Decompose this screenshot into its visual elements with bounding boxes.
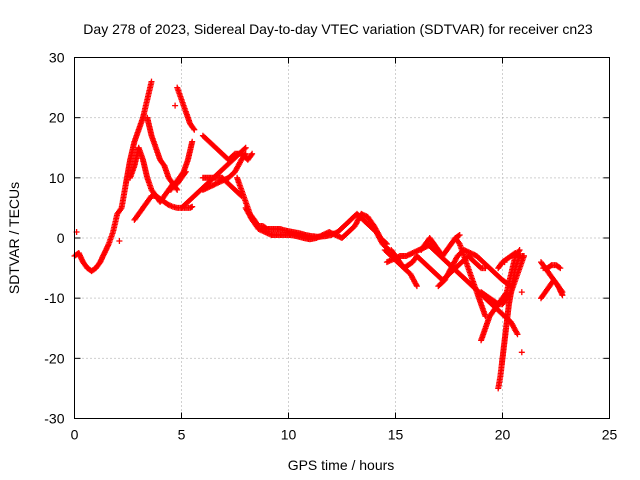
- axis-ticks: [74, 57, 610, 419]
- data-point: [520, 253, 527, 259]
- data-point: [189, 203, 196, 210]
- y-tick-label: 20: [49, 110, 65, 126]
- data-point: [501, 259, 508, 266]
- data-point: [516, 247, 523, 253]
- data-point: [242, 144, 249, 151]
- data-point: [556, 264, 563, 271]
- y-tick-label: -10: [44, 290, 64, 306]
- series-track-27: [540, 262, 564, 272]
- data-point: [172, 102, 179, 109]
- data-point: [248, 152, 255, 158]
- y-tick-label: 0: [57, 230, 65, 246]
- y-tick-label: 10: [49, 170, 65, 186]
- data-point: [456, 232, 463, 238]
- series-track-6: [167, 138, 196, 193]
- data-point: [242, 150, 249, 157]
- x-tick-label: 15: [388, 427, 404, 443]
- series-track-3: [127, 144, 189, 205]
- series-track-4: [131, 192, 196, 223]
- x-tick-labels: 0 5 10 15 20 25: [71, 427, 618, 443]
- data-point: [148, 78, 155, 85]
- data-point: [413, 283, 420, 290]
- data-point: [557, 265, 564, 272]
- data-point: [518, 349, 525, 356]
- y-tick-label: 30: [49, 50, 65, 66]
- x-tick-label: 20: [495, 427, 511, 443]
- series-track-22: [495, 253, 523, 392]
- data-point: [382, 240, 389, 246]
- data-point: [241, 145, 248, 152]
- series-track-10: [178, 144, 249, 211]
- data-point: [116, 238, 123, 244]
- series-track-1: [71, 78, 155, 275]
- data-point: [518, 289, 525, 296]
- data-point: [249, 150, 256, 157]
- data-points: [71, 78, 566, 392]
- x-tick-label: 0: [71, 427, 79, 443]
- x-tick-label: 10: [281, 427, 297, 443]
- series-track-20: [452, 235, 489, 320]
- data-point: [174, 186, 181, 193]
- x-axis-title: GPS time / hours: [288, 457, 395, 473]
- series-isolated: [73, 102, 527, 356]
- y-tick-labels: -30 -20 -10 0 10 20 30: [44, 50, 64, 427]
- data-point: [514, 331, 521, 338]
- data-point: [241, 152, 248, 158]
- data-point: [455, 232, 462, 239]
- data-point: [191, 126, 198, 133]
- series-track-12: [242, 204, 390, 247]
- data-point: [190, 125, 197, 132]
- data-point: [559, 292, 566, 299]
- data-point: [413, 281, 420, 288]
- series-track-5: [174, 84, 198, 133]
- y-tick-label: -20: [44, 350, 64, 366]
- data-point: [502, 290, 509, 297]
- x-tick-label: 5: [178, 427, 186, 443]
- chart-title: Day 278 of 2023, Sidereal Day-to-day VTE…: [83, 21, 593, 37]
- data-point: [383, 241, 390, 247]
- data-point: [189, 138, 196, 145]
- x-tick-label: 25: [602, 427, 618, 443]
- data-point: [117, 206, 124, 213]
- series-track-2: [144, 114, 181, 193]
- y-axis-title: SDTVAR / TECUs: [6, 182, 22, 294]
- y-tick-label: -30: [44, 411, 64, 427]
